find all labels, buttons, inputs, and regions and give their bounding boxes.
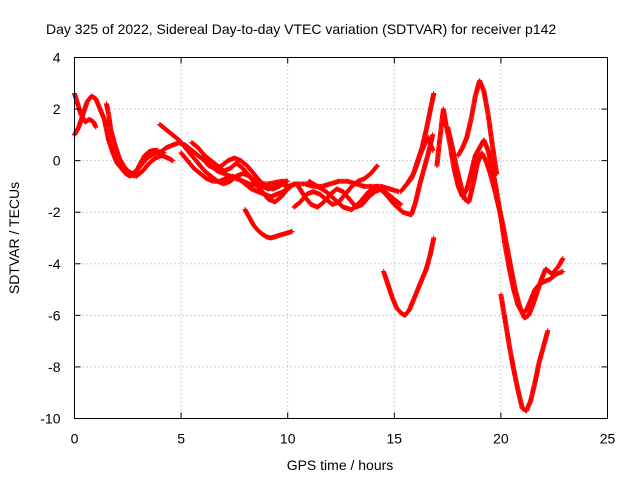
y-tick-label: 4 [53,50,61,66]
x-tick-label: 15 [387,431,403,447]
series-arc-21 [498,292,551,414]
data-point [155,147,161,153]
y-tick-label: 2 [53,101,61,117]
y-tick-label: -4 [48,256,61,272]
data-point [170,158,176,164]
data-point [283,178,289,184]
series-arc-10 [242,207,295,241]
tick-marks [74,57,608,419]
data-point [494,171,500,177]
data-point [398,201,404,207]
y-axis-label: SDTVAR / TECUs [6,182,22,294]
series-arc-14 [306,132,436,218]
y-tick-label: 0 [53,153,61,169]
series-arc-19 [445,124,566,321]
chart-title: Day 325 of 2022, Sidereal Day-to-day VTE… [46,21,556,37]
data-point [430,147,436,153]
series-arc-20 [455,78,500,177]
x-tick-label: 10 [280,431,296,447]
y-tick-label: -10 [40,411,60,427]
data-point [560,256,566,262]
y-tick-label: -8 [48,359,61,375]
series-arc-15 [381,235,437,318]
data-point [289,229,295,235]
series-arc-04 [114,152,176,179]
data-point [431,91,437,97]
data-point [431,235,437,241]
data-point [545,328,551,334]
series-arc-09 [199,155,289,192]
plot-border [74,57,608,419]
data-point [430,132,436,138]
grid-lines [74,57,608,419]
data-layer [72,78,566,414]
x-tick-label: 5 [177,431,185,447]
x-tick-label: 20 [493,431,509,447]
data-point [93,124,99,130]
series-arc-17 [402,134,436,189]
y-tick-label: -2 [48,204,61,220]
y-tick-label: -6 [48,307,61,323]
data-point [374,163,380,169]
x-tick-label: 0 [71,431,79,447]
x-axis-label: GPS time / hours [287,457,394,473]
x-tick-label: 25 [600,431,616,447]
tick-labels: 0 5 10 15 20 25 -10 -8 -6 -4 -2 0 2 4 [40,50,615,447]
data-point [560,269,566,275]
